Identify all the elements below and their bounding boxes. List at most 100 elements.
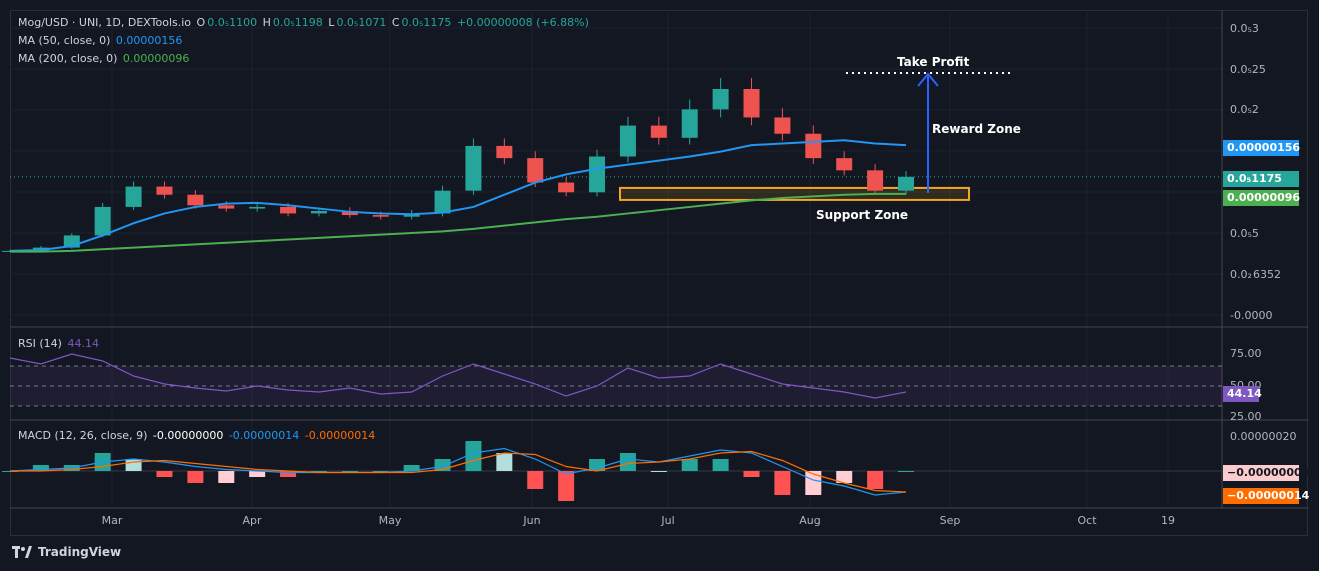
macd-line (9, 447, 907, 496)
price-axis-label: -0.0000 (1230, 309, 1273, 322)
candle-body (898, 176, 914, 191)
support-zone-label: Support Zone (816, 208, 909, 222)
close-label: C (391, 16, 400, 29)
candle-body (434, 190, 451, 214)
candle-body (465, 145, 482, 191)
macd-histogram-bar (125, 459, 142, 471)
x-axis-label: Sep (939, 514, 961, 527)
ma200-line (10, 192, 906, 253)
macd-histogram-bar (589, 459, 606, 471)
macd-histogram-bar (712, 459, 729, 471)
price-axis-label: 0.0₅2 (1230, 103, 1259, 116)
low-label: L (328, 16, 335, 29)
chart-frame (10, 10, 1308, 536)
candle-body (187, 194, 204, 206)
candle-body (836, 158, 853, 171)
candle-body (774, 117, 791, 134)
rsi-label: RSI (14) (18, 337, 62, 350)
candle-body (558, 182, 575, 193)
take-profit-label: Take Profit (897, 55, 970, 69)
rsi-axis-label: 25.00 (1230, 410, 1262, 423)
candle-body (805, 133, 822, 159)
high-label: H (262, 16, 271, 29)
macd-signal-line (10, 450, 907, 493)
candle-body (341, 211, 358, 216)
macd-histogram-bar (527, 471, 544, 489)
change-value: +0.00000008 (+6.88%) (456, 16, 589, 29)
macd-histogram-bar (280, 471, 297, 477)
x-axis-label: Aug (799, 514, 821, 527)
macd-histogram-bar (774, 471, 791, 495)
ma200-legend[interactable]: MA (200, close, 0) 0.00000096 (18, 52, 191, 66)
candle-body (589, 156, 606, 193)
macd-histogram-bar (836, 471, 853, 483)
candle-body (94, 206, 111, 236)
rsi-value: 44.14 (67, 337, 99, 350)
price-axis-label: 0.0₅25 (1230, 63, 1266, 76)
tradingview-logo[interactable]: TradingView (12, 545, 121, 559)
rsi-value-tag: 44.14 (1223, 386, 1262, 402)
candle-body (249, 206, 266, 209)
candle-body (372, 215, 389, 217)
price-axis-label: 0.0₅5 (1230, 227, 1259, 240)
macd-histogram-bar (496, 453, 513, 471)
x-axis-label: May (378, 514, 402, 527)
macd-label: MACD (12, 26, close, 9) (18, 429, 148, 442)
close-value: 0.0₅1175 (401, 16, 452, 29)
macd-histogram-bar (187, 471, 204, 483)
candle-body (712, 89, 729, 110)
macd-histogram-bar (681, 459, 698, 471)
macd-histogram-bar (465, 441, 482, 471)
rsi-band (10, 366, 1222, 406)
macd-histogram-bar (403, 465, 420, 471)
x-axis-label: Jun (523, 514, 541, 527)
support-zone-box (619, 186, 970, 201)
x-axis-label: Apr (242, 514, 262, 527)
candle-body (743, 89, 760, 118)
candle-body (218, 205, 235, 209)
reward-arrow-head (917, 72, 939, 87)
reward-zone-label: Reward Zone (932, 122, 1021, 136)
macd-histogram-bar (867, 471, 884, 489)
macd-hist-value: -0.00000000 (152, 429, 224, 442)
macd-legend[interactable]: MACD (12, 26, close, 9) -0.00000000 -0.0… (18, 429, 377, 443)
macd-histogram-bar (249, 471, 266, 477)
x-axis-label: 19 (1161, 514, 1175, 527)
open-label: O (196, 16, 206, 29)
candle-body (527, 158, 544, 183)
candle-body (125, 186, 142, 207)
macd-signal-value: -0.00000014 (304, 429, 376, 442)
ma50-legend[interactable]: MA (50, close, 0) 0.00000156 (18, 34, 184, 48)
price-axis-label: 0.0₅3 (1230, 22, 1259, 35)
macd-histogram-bar (372, 471, 389, 472)
close-price-tag: 0.0₅1175 (1223, 171, 1299, 187)
macd-hist-tag: −0.00000000 (1223, 465, 1309, 481)
candle-body (496, 145, 513, 159)
macd-histogram-bar (558, 471, 575, 501)
candle-body (650, 125, 667, 138)
rsi-axis-label: 75.00 (1230, 347, 1262, 360)
ma200-value: 0.00000096 (122, 52, 190, 65)
symbol-legend: Mog/USD · UNI, 1D, DEXTools.io O 0.0₅1100… (18, 16, 591, 30)
rsi-legend[interactable]: RSI (14) 44.14 (18, 337, 101, 351)
macd-histogram-bar (32, 465, 49, 471)
macd-signal-tag: −0.00000014 (1223, 488, 1309, 504)
macd-axis-label: 0.00000020 (1230, 430, 1297, 443)
macd-histogram-bar (218, 471, 235, 483)
low-value: 0.0₅1071 (336, 16, 387, 29)
ma50-value: 0.00000156 (115, 34, 183, 47)
tradingview-icon (12, 546, 32, 558)
macd-histogram-bar (650, 471, 667, 472)
ma200-label: MA (200, close, 0) (18, 52, 118, 65)
candle-body (681, 109, 698, 138)
ma50-line (9, 139, 907, 252)
symbol-title[interactable]: Mog/USD · UNI, 1D, DEXTools.io (18, 16, 192, 29)
macd-histogram-bar (310, 471, 327, 472)
candle-body (619, 125, 636, 157)
x-axis-label: Jul (661, 514, 675, 527)
macd-histogram-bar (341, 471, 358, 472)
ma200-price-tag: 0.00000096 (1223, 190, 1300, 206)
candle-body (156, 186, 173, 195)
macd-histogram-bar (619, 453, 636, 471)
